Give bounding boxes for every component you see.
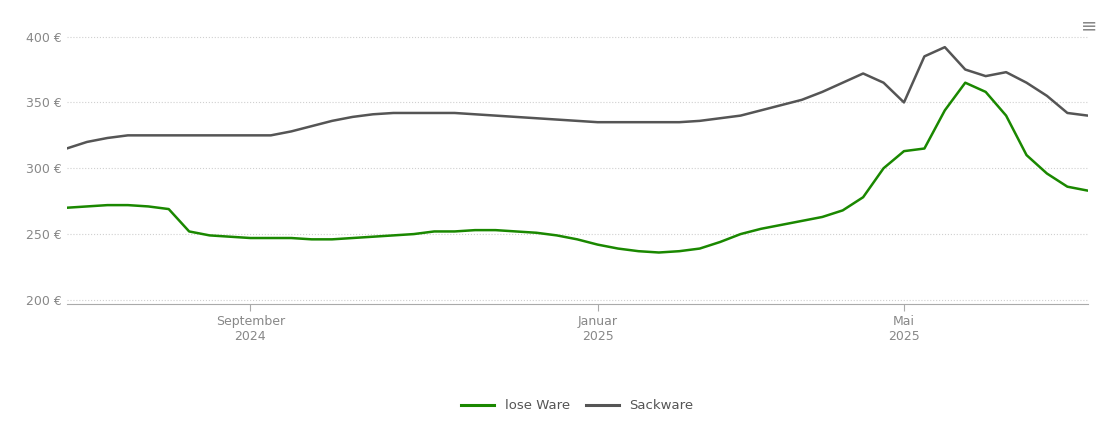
Legend: lose Ware, Sackware: lose Ware, Sackware	[456, 394, 698, 418]
Text: ≡: ≡	[1081, 17, 1098, 36]
